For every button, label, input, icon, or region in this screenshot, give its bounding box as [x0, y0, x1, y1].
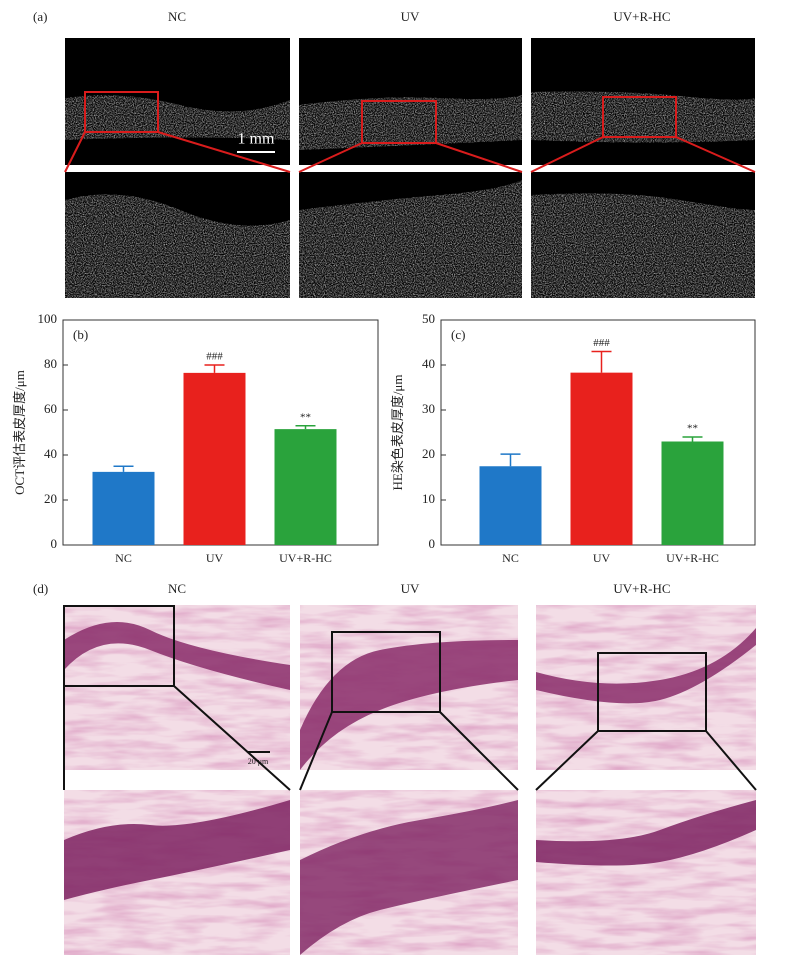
- y-tick-label: 0: [429, 536, 436, 551]
- x-tick-label: NC: [502, 551, 519, 565]
- image-title: UV: [401, 581, 420, 596]
- y-tick-label: 40: [422, 356, 435, 371]
- y-axis-label: HE染色表皮厚度/μm: [390, 374, 405, 490]
- y-tick-label: 100: [38, 311, 58, 326]
- y-tick-label: 80: [44, 356, 57, 371]
- error-bar: [591, 350, 612, 373]
- x-tick-label: UV+R-HC: [279, 551, 332, 565]
- oct-images: 1 mm: [64, 38, 756, 298]
- bar: [183, 372, 246, 545]
- error-bar: [295, 425, 316, 430]
- y-tick-label: 50: [422, 311, 435, 326]
- y-tick-label: 20: [44, 491, 57, 506]
- y-tick-label: 20: [422, 446, 435, 461]
- y-tick-label: 40: [44, 446, 57, 461]
- x-tick-label: NC: [115, 551, 132, 565]
- panel-label: (d): [33, 581, 48, 596]
- oct-image: 1 mm: [64, 38, 291, 298]
- y-tick-label: 60: [44, 401, 57, 416]
- error-bar: [682, 436, 703, 442]
- y-axis-label: OCT评估表皮厚度/μm: [12, 370, 27, 495]
- panel-label: (b): [73, 327, 88, 342]
- significance-label: ###: [593, 337, 610, 349]
- error-bar: [113, 465, 134, 472]
- x-tick-label: UV: [206, 551, 224, 565]
- error-bar: [204, 364, 225, 373]
- bar: [92, 471, 155, 545]
- oct-image: [298, 38, 523, 298]
- image-title: UV+R-HC: [613, 581, 670, 596]
- x-tick-label: UV+R-HC: [666, 551, 719, 565]
- significance-label: **: [300, 411, 311, 423]
- image-title: UV: [401, 9, 420, 24]
- scale-bar-label: 1 mm: [238, 131, 275, 148]
- error-bar: [500, 453, 521, 467]
- oct-image: [530, 38, 756, 298]
- y-tick-label: 30: [422, 401, 435, 416]
- image-title: NC: [168, 581, 186, 596]
- y-tick-label: 10: [422, 491, 435, 506]
- panel-label: (a): [33, 9, 47, 24]
- significance-label: ###: [206, 351, 223, 363]
- image-title: UV+R-HC: [613, 9, 670, 24]
- bar: [479, 466, 542, 545]
- bar: [661, 441, 724, 545]
- x-tick-label: UV: [593, 551, 611, 565]
- significance-label: **: [687, 423, 698, 435]
- image-title: NC: [168, 9, 186, 24]
- bar: [570, 372, 633, 545]
- histology-image: [299, 605, 519, 955]
- histology-images: 20 μm: [63, 605, 757, 955]
- histology-image: 20 μm: [63, 605, 291, 955]
- histology-image: [535, 605, 757, 955]
- y-tick-label: 0: [51, 536, 58, 551]
- bar: [274, 429, 337, 545]
- panel-label: (c): [451, 327, 465, 342]
